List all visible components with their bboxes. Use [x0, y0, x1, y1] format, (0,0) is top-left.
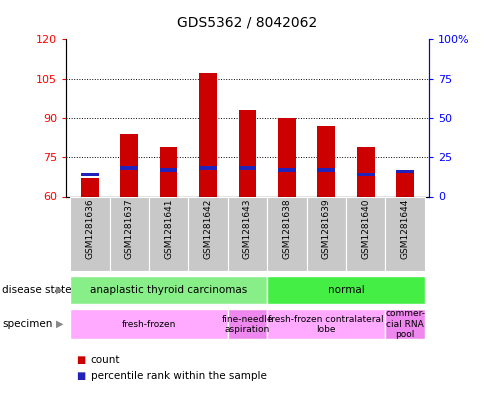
Bar [278, 168, 296, 171]
Bar [228, 196, 267, 271]
Bar [346, 196, 386, 271]
Text: GSM1281637: GSM1281637 [125, 199, 134, 259]
Text: fine-needle
aspiration: fine-needle aspiration [221, 314, 273, 334]
Text: GSM1281638: GSM1281638 [282, 199, 292, 259]
Bar [160, 168, 177, 171]
Bar [267, 196, 307, 271]
Bar [109, 196, 149, 271]
Text: anaplastic thyroid carcinomas: anaplastic thyroid carcinomas [90, 285, 247, 295]
Bar [81, 178, 98, 196]
Bar [267, 309, 386, 339]
Bar [199, 73, 217, 196]
Bar [70, 196, 109, 271]
Bar [239, 167, 256, 170]
Text: commer-
cial RNA
pool: commer- cial RNA pool [385, 309, 425, 339]
Text: ▶: ▶ [56, 319, 64, 329]
Text: GSM1281642: GSM1281642 [203, 199, 213, 259]
Text: ■: ■ [76, 371, 85, 382]
Text: normal: normal [328, 285, 365, 295]
Text: GSM1281643: GSM1281643 [243, 199, 252, 259]
Bar [386, 309, 425, 339]
Bar [199, 167, 217, 170]
Bar [149, 196, 188, 271]
Text: GSM1281641: GSM1281641 [164, 199, 173, 259]
Bar [160, 147, 177, 196]
Bar [228, 309, 267, 339]
Text: ▶: ▶ [56, 285, 64, 295]
Bar [396, 170, 414, 173]
Text: disease state: disease state [2, 285, 72, 295]
Text: ■: ■ [76, 354, 85, 365]
Bar [357, 173, 374, 176]
Text: fresh-frozen: fresh-frozen [122, 320, 176, 329]
Bar [70, 309, 228, 339]
Bar [70, 276, 267, 304]
Bar [318, 126, 335, 196]
Bar [188, 196, 228, 271]
Bar [267, 276, 425, 304]
Bar [357, 147, 374, 196]
Text: GDS5362 / 8042062: GDS5362 / 8042062 [177, 16, 318, 30]
Bar [278, 118, 296, 196]
Bar [121, 134, 138, 196]
Bar [318, 168, 335, 171]
Bar [386, 196, 425, 271]
Text: percentile rank within the sample: percentile rank within the sample [91, 371, 267, 382]
Text: GSM1281636: GSM1281636 [85, 199, 94, 259]
Bar [239, 110, 256, 196]
Text: count: count [91, 354, 120, 365]
Bar [307, 196, 346, 271]
Text: GSM1281640: GSM1281640 [361, 199, 370, 259]
Text: fresh-frozen contralateral
lobe: fresh-frozen contralateral lobe [269, 314, 384, 334]
Bar [396, 170, 414, 196]
Text: specimen: specimen [2, 319, 53, 329]
Bar [121, 167, 138, 170]
Bar [81, 173, 98, 176]
Text: GSM1281644: GSM1281644 [401, 199, 410, 259]
Text: GSM1281639: GSM1281639 [322, 199, 331, 259]
